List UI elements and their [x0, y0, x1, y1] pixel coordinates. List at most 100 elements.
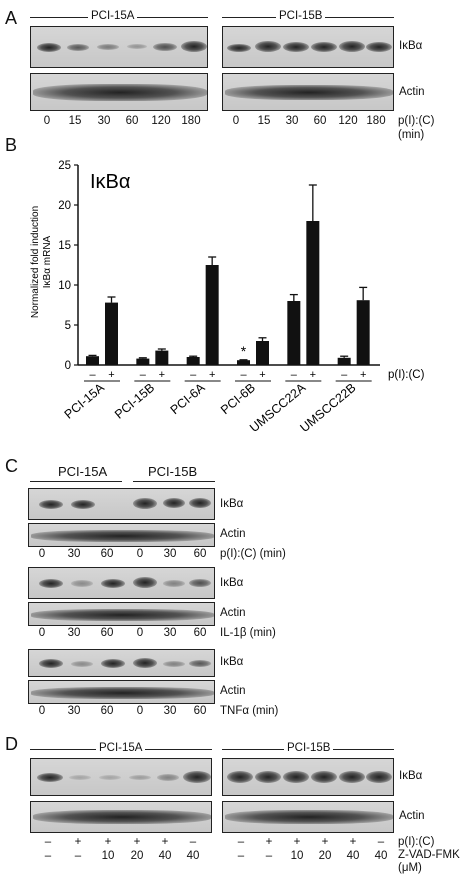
blot-d-ikba-pci15b — [222, 758, 394, 796]
pic-sign-d1-2: + — [104, 836, 112, 848]
blot-a-actin-pci15a — [30, 73, 208, 111]
label-c2-ikba: IκBα — [220, 577, 244, 589]
sign-label: + — [159, 369, 165, 381]
zvad-d2-0: – — [237, 850, 245, 862]
label-c3-actin: Actin — [220, 685, 246, 697]
y-axis-label-line1: Normalized fold induction — [30, 206, 41, 318]
zvad-d2-4: 40 — [346, 850, 360, 862]
y-tick-label: 25 — [58, 160, 71, 172]
label-d-actin: Actin — [399, 810, 425, 822]
bar-plus — [356, 300, 370, 365]
panel-c-letter: C — [5, 456, 18, 476]
bar-plus — [105, 302, 118, 365]
y-axis-label-line2: IκBα mRNA — [42, 235, 53, 288]
zvad-d1-2: 10 — [101, 850, 115, 862]
panel-d-letter: D — [5, 734, 18, 754]
chart-title: IκBα — [90, 171, 130, 193]
y-tick-label: 5 — [65, 320, 71, 332]
blot-c1-ikba — [28, 488, 215, 520]
significance-marker: * — [241, 343, 247, 359]
blot-a-actin-pci15b — [222, 73, 394, 111]
time-a1-5: 180 — [181, 115, 201, 127]
pic-sign-d2-4: + — [349, 836, 357, 848]
blot-d-actin-pci15a — [30, 801, 212, 833]
pic-sign-d2-3: + — [321, 836, 329, 848]
label-a-treatment: p(I):(C) — [398, 115, 435, 127]
pic-sign-d1-3: + — [133, 836, 141, 848]
bar-minus — [86, 356, 99, 365]
zvad-d2-3: 20 — [318, 850, 332, 862]
category-label: PCI-6B — [218, 381, 258, 418]
panel-b-letter: B — [5, 135, 18, 155]
label-c3-treatment: TNFα (min) — [220, 705, 279, 717]
time-c1-1: 30 — [67, 548, 81, 560]
bar-minus — [186, 357, 200, 365]
group-line-c2 — [133, 481, 215, 482]
bar-chart: IκBα Normalized fold induction IκBα mRNA… — [30, 160, 425, 435]
sign-label: – — [190, 369, 197, 381]
sign-label: – — [291, 369, 298, 381]
pic-sign-d2-2: + — [293, 836, 301, 848]
bar-plus — [306, 221, 320, 365]
y-tick-label: 0 — [65, 360, 71, 372]
time-c1-2: 60 — [100, 548, 114, 560]
category-label: UMSCC22B — [297, 381, 358, 435]
treatment-label-b: p(I):(C) — [388, 369, 425, 381]
label-c3-ikba: IκBα — [220, 656, 244, 668]
bar-minus — [237, 360, 250, 365]
time-a1-0: 0 — [43, 115, 51, 127]
label-a-actin: Actin — [399, 86, 425, 98]
label-c2-treatment: IL-1β (min) — [220, 627, 276, 639]
time-c3-5: 60 — [193, 705, 207, 717]
zvad-d1-4: 40 — [158, 850, 172, 862]
blot-a-ikba-pci15a — [30, 26, 208, 68]
zvad-d1-0: – — [44, 850, 52, 862]
label-d-treatment: p(I):(C) — [398, 836, 435, 848]
blot-d-actin-pci15b — [222, 801, 394, 833]
time-c3-4: 30 — [163, 705, 177, 717]
y-tick-label: 20 — [58, 200, 71, 212]
group-label-pci15b: PCI-15B — [276, 10, 326, 22]
time-c2-5: 60 — [193, 627, 207, 639]
blot-c1-actin — [28, 523, 215, 547]
pic-sign-d1-0: – — [44, 836, 52, 848]
bar-minus — [136, 358, 150, 365]
label-c1-actin: Actin — [220, 528, 246, 540]
time-a1-3: 60 — [125, 115, 139, 127]
sign-label: – — [140, 369, 147, 381]
panel-a-letter: A — [5, 8, 18, 28]
blot-d-ikba-pci15a — [30, 758, 212, 796]
pic-sign-d2-5: – — [377, 836, 385, 848]
pic-sign-d2-1: + — [265, 836, 273, 848]
zvad-d2-1: – — [265, 850, 273, 862]
blot-c2-ikba — [28, 567, 215, 599]
bar-minus — [337, 357, 351, 365]
time-a1-2: 30 — [97, 115, 111, 127]
zvad-d2-5: 40 — [374, 850, 388, 862]
category-label: PCI-15B — [112, 381, 157, 422]
time-a2-4: 120 — [338, 115, 358, 127]
y-tick-label: 15 — [58, 240, 71, 252]
time-c3-2: 60 — [100, 705, 114, 717]
blot-c3-actin — [28, 680, 215, 704]
sign-label: + — [360, 369, 366, 381]
zvad-d1-1: – — [74, 850, 82, 862]
label-d-ikba: IκBα — [399, 770, 423, 782]
label-a-ikba: IκBα — [399, 40, 423, 52]
label-d-inhibitor: Z-VAD-FMK — [398, 849, 460, 861]
sign-label: – — [341, 369, 348, 381]
bar-plus — [205, 265, 219, 365]
zvad-d2-2: 10 — [290, 850, 304, 862]
time-c1-0: 0 — [38, 548, 46, 560]
group-label-d-pci15a: PCI-15A — [96, 742, 146, 754]
pic-sign-d1-4: + — [161, 836, 169, 848]
sign-label: – — [89, 369, 96, 381]
time-c2-1: 30 — [67, 627, 81, 639]
sign-label: + — [259, 369, 265, 381]
time-c1-3: 0 — [136, 548, 144, 560]
label-c1-ikba: IκBα — [220, 498, 244, 510]
time-a2-5: 180 — [366, 115, 386, 127]
time-c3-3: 0 — [136, 705, 144, 717]
zvad-d1-5: 40 — [186, 850, 200, 862]
label-a-unit: (min) — [398, 129, 425, 141]
